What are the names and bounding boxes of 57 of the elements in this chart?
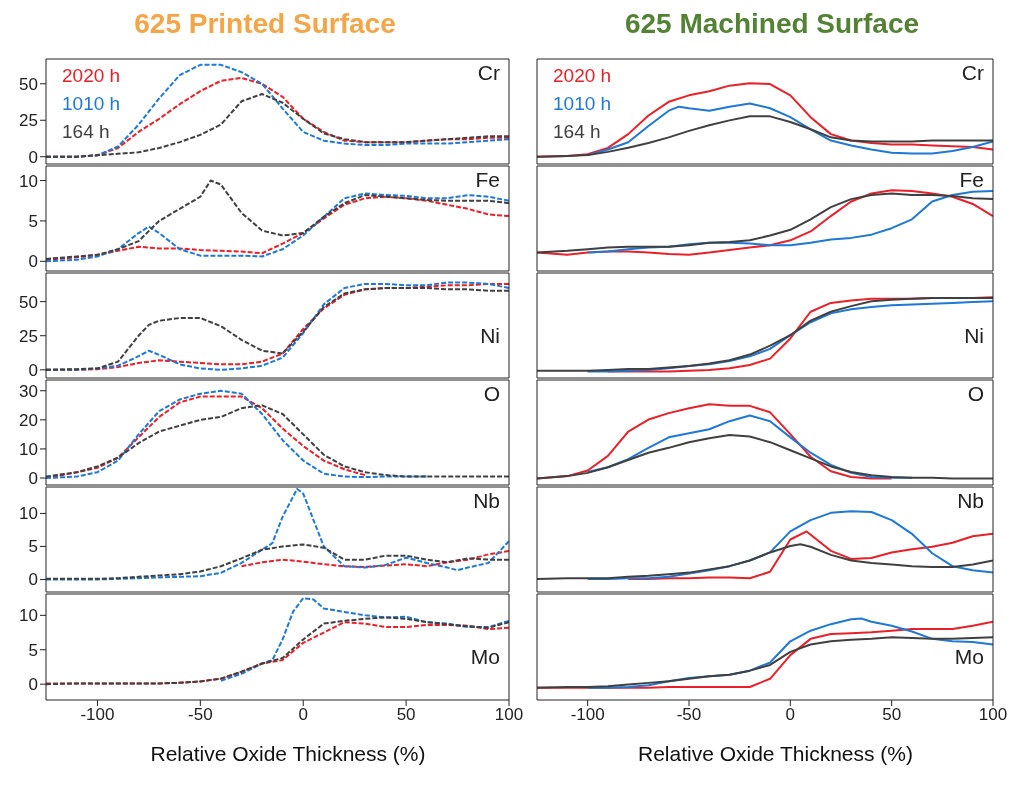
x-axis-title: Relative Oxide Thickness (%) [149, 741, 427, 767]
y-tick-label: 0 [28, 469, 38, 489]
chart-title: 625 Machined Surface [623, 7, 921, 41]
line-series [46, 389, 428, 480]
chart-title: 625 Printed Surface [133, 7, 397, 41]
annotation: Cr [961, 61, 984, 85]
y-tick-label: 0 [28, 570, 38, 590]
annotation: Ni [964, 324, 984, 348]
annotation: Nb [473, 489, 500, 513]
y-tick-label: 20 [19, 410, 38, 430]
y-tick-label: 10 [19, 171, 38, 191]
series-label: 164 h [62, 120, 111, 144]
y-tick-label: 25 [19, 111, 38, 131]
series-label: 1010 h [62, 92, 121, 116]
y-tick-label: 10 [19, 606, 38, 626]
y-tick-label: 0 [28, 675, 38, 695]
x-tick-label: -100 [570, 705, 605, 725]
annotation: O [483, 382, 500, 406]
y-tick-label: 0 [28, 360, 38, 380]
series-label: 164 h [553, 120, 602, 144]
line-series [240, 550, 509, 568]
text: 2020 h [553, 64, 612, 88]
y-tick-label: 5 [28, 537, 38, 557]
y-tick-label: 50 [19, 292, 38, 312]
annotation: Nb [957, 489, 984, 513]
y-tick-label: 25 [19, 326, 38, 346]
y-tick-label: 0 [28, 252, 38, 272]
x-tick-label: -50 [188, 705, 213, 725]
x-tick-label: -100 [80, 705, 115, 725]
x-tick-label: 0 [785, 705, 796, 725]
x-tick-label: 100 [494, 705, 524, 725]
series-label: 1010 h [553, 92, 612, 116]
x-tick-label: 50 [882, 705, 902, 725]
x-tick-label: 50 [396, 705, 416, 725]
annotation: O [967, 382, 984, 406]
text: 2020 h [62, 64, 121, 88]
annotation: Fe [475, 168, 500, 192]
annotation: Cr [477, 61, 500, 85]
x-tick-label: 0 [298, 705, 308, 725]
line-series [219, 597, 509, 682]
y-tick-label: 10 [19, 439, 38, 459]
line-series [46, 543, 509, 580]
x-tick-label: 100 [978, 705, 1008, 725]
line-series [46, 93, 509, 158]
y-tick-label: 30 [19, 381, 38, 401]
y-tick-label: 5 [28, 640, 38, 660]
y-tick-label: 10 [19, 504, 38, 524]
y-tick-label: 50 [19, 74, 38, 94]
y-tick-label: 5 [28, 211, 38, 231]
annotation: Fe [959, 168, 984, 192]
x-axis-title: Relative Oxide Thickness (%) [636, 741, 914, 767]
annotation: Mo [470, 645, 500, 669]
annotation: Ni [480, 324, 500, 348]
x-tick-label: -50 [676, 705, 702, 725]
line-series [46, 404, 509, 478]
annotation: Mo [954, 645, 984, 669]
y-tick-label: 0 [28, 147, 38, 167]
